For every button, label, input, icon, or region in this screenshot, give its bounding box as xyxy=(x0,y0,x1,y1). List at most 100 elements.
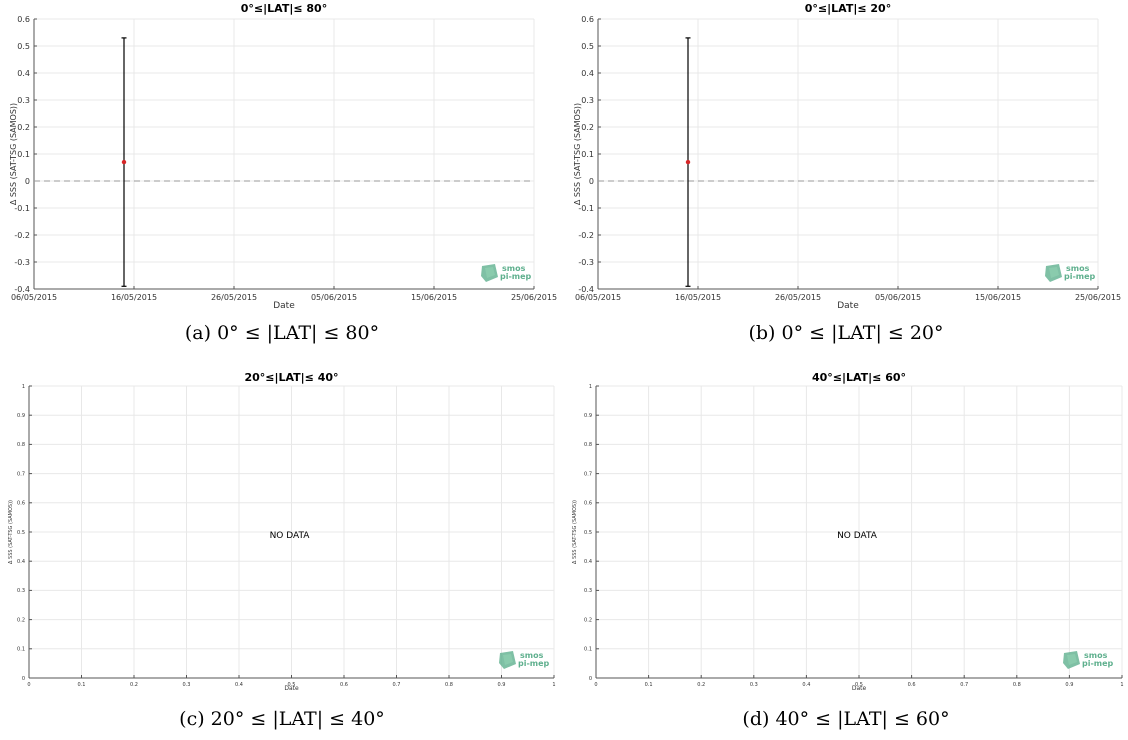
x-tick-label: 1 xyxy=(1120,682,1123,688)
x-axis-label: Date xyxy=(273,301,295,311)
y-tick-label: 0.4 xyxy=(17,559,25,565)
y-tick-label: 0.6 xyxy=(581,15,594,24)
y-tick-label: 0.4 xyxy=(584,559,592,565)
chart-svg-d: 0 0.1 0.2 0.3 0.4 0.5 0.6 0.7 0.8 0.9 1 0 0.1 0.2 0.3 0… xyxy=(572,371,1124,692)
y-tick-label: 0.7 xyxy=(584,471,592,477)
x-tick-label: 0.2 xyxy=(130,682,138,688)
smos-logo-icon-highlight xyxy=(503,654,513,665)
y-tick-label: 0.4 xyxy=(581,69,594,78)
x-tick-label: 26/05/2015 xyxy=(211,293,257,302)
y-axis-label: Δ SSS (SAT-TSG (SAMOS)) xyxy=(573,103,582,205)
x-tick-label: 0.7 xyxy=(393,682,401,688)
chart-svg-c: 0 0.1 0.2 0.3 0.4 0.5 0.6 0.7 0.8 0.9 1 0 0.1 0.2 0.3 0… xyxy=(8,371,556,692)
y-tick-label: 0.2 xyxy=(584,617,592,623)
y-tick-label: 0.1 xyxy=(17,647,25,653)
x-tick-label: 0.6 xyxy=(340,682,348,688)
x-tick-label: 0.5 xyxy=(855,682,863,688)
y-axis-label: Δ SSS (SAT-TSG (SAMOS)) xyxy=(9,103,18,205)
y-tick-label: -0.1 xyxy=(14,204,30,213)
y-tick-label: 0.6 xyxy=(584,501,592,507)
logo-text-smos: smos xyxy=(1084,651,1108,660)
chart-title: 20°≤|LAT|≤ 40° xyxy=(244,371,338,384)
smos-logo-icon-highlight xyxy=(1067,654,1077,665)
smos-logo-icon-highlight xyxy=(1049,267,1059,278)
y-tick-label: 0.7 xyxy=(17,471,25,477)
chart-panel-b: 06/05/2015 16/05/2015 26/05/2015 05/06/2015… xyxy=(564,0,1128,311)
y-tick-label: 0.3 xyxy=(581,96,594,105)
y-tick-label: 0 xyxy=(589,177,594,186)
chart-title: 40°≤|LAT|≤ 60° xyxy=(812,371,906,384)
x-tick-label: 0.1 xyxy=(645,682,653,688)
x-tick-label: 15/06/2015 xyxy=(975,293,1021,302)
x-tick-label: 05/06/2015 xyxy=(311,293,357,302)
y-tick-label: -0.1 xyxy=(578,204,594,213)
y-tick-label: 0.2 xyxy=(17,617,25,623)
y-tick-label: -0.4 xyxy=(578,285,594,294)
data-point xyxy=(685,159,691,165)
x-tick-label: 0.1 xyxy=(78,682,86,688)
caption-b: (b) 0° ≤ |LAT| ≤ 20° xyxy=(748,322,944,344)
y-tick-label: 0 xyxy=(22,676,25,682)
x-tick-label: 0.2 xyxy=(697,682,705,688)
y-tick-label: 1 xyxy=(22,384,25,390)
x-tick-label: 0.8 xyxy=(445,682,453,688)
x-tick-label: 0.9 xyxy=(498,682,506,688)
x-tick-label: 0.4 xyxy=(802,682,810,688)
chart-panel-a: 06/05/2015 16/05/2015 26/05/2015 05/06/2015… xyxy=(0,0,564,311)
y-tick-label: 0.8 xyxy=(17,442,25,448)
x-axis-label: Date xyxy=(852,685,867,692)
y-tick-label: 0.4 xyxy=(17,69,30,78)
y-tick-label: 0.3 xyxy=(17,96,30,105)
x-tick-label: 25/06/2015 xyxy=(1075,293,1121,302)
x-tick-label: 0.6 xyxy=(908,682,916,688)
y-tick-label: 0.2 xyxy=(17,123,30,132)
y-tick-label: 0 xyxy=(589,676,592,682)
y-tick-label: 0.5 xyxy=(17,42,30,51)
y-tick-label: 0.1 xyxy=(584,647,592,653)
logo-text-smos: smos xyxy=(520,651,544,660)
y-tick-label: -0.3 xyxy=(14,258,30,267)
y-tick-label: 1 xyxy=(589,384,592,390)
x-tick-label: 26/05/2015 xyxy=(775,293,821,302)
y-tick-label: 0.3 xyxy=(17,588,25,594)
y-tick-label: 0.1 xyxy=(581,150,594,159)
y-tick-label: 0.9 xyxy=(17,413,25,419)
y-tick-label: -0.4 xyxy=(14,285,30,294)
smos-logo-icon-highlight xyxy=(485,267,495,278)
logo-text-smos: smos xyxy=(502,264,526,273)
x-tick-label: 0.4 xyxy=(235,682,243,688)
x-tick-label: 16/05/2015 xyxy=(111,293,157,302)
x-tick-label: 0.5 xyxy=(288,682,296,688)
logo-text-pimep: pi-mep xyxy=(1082,659,1114,668)
y-tick-label: 0.5 xyxy=(17,530,25,536)
y-tick-label: 0.3 xyxy=(584,588,592,594)
y-tick-label: 0.6 xyxy=(17,501,25,507)
logo-text-pimep: pi-mep xyxy=(500,272,532,281)
logo-text-pimep: pi-mep xyxy=(1064,272,1096,281)
no-data-label: NO DATA xyxy=(270,531,311,541)
y-tick-label: 0.8 xyxy=(584,442,592,448)
x-tick-label: 06/05/2015 xyxy=(575,293,621,302)
y-tick-label: -0.3 xyxy=(578,258,594,267)
caption-a: (a) 0° ≤ |LAT| ≤ 80° xyxy=(184,322,380,344)
caption-d: (d) 40° ≤ |LAT| ≤ 60° xyxy=(742,708,950,730)
chart-svg-b: 06/05/2015 16/05/2015 26/05/2015 05/06/2015… xyxy=(573,2,1121,311)
x-axis-label: Date xyxy=(284,685,299,692)
y-tick-label: -0.2 xyxy=(578,231,594,240)
y-tick-label: -0.2 xyxy=(14,231,30,240)
no-data-label: NO DATA xyxy=(837,531,878,541)
y-tick-label: 0.5 xyxy=(581,42,594,51)
y-axis-label: Δ SSS (SAT-TSG (SAMOS)) xyxy=(572,500,578,564)
data-point xyxy=(121,159,127,165)
y-tick-label: 0.6 xyxy=(17,15,30,24)
x-tick-label: 0.8 xyxy=(1013,682,1021,688)
x-tick-label: 16/05/2015 xyxy=(675,293,721,302)
y-tick-label: 0.2 xyxy=(581,123,594,132)
y-tick-label: 0 xyxy=(25,177,30,186)
y-axis-label: Δ SSS (SAT-TSG (SAMOS)) xyxy=(8,500,14,564)
x-axis-label: Date xyxy=(837,301,859,311)
y-tick-label: 0.1 xyxy=(17,150,30,159)
chart-title: 0°≤|LAT|≤ 80° xyxy=(241,2,327,15)
chart-panel-d: 0 0.1 0.2 0.3 0.4 0.5 0.6 0.7 0.8 0.9 1 0 0.1 0.2 0.3 0… xyxy=(564,364,1128,704)
x-tick-label: 05/06/2015 xyxy=(875,293,921,302)
